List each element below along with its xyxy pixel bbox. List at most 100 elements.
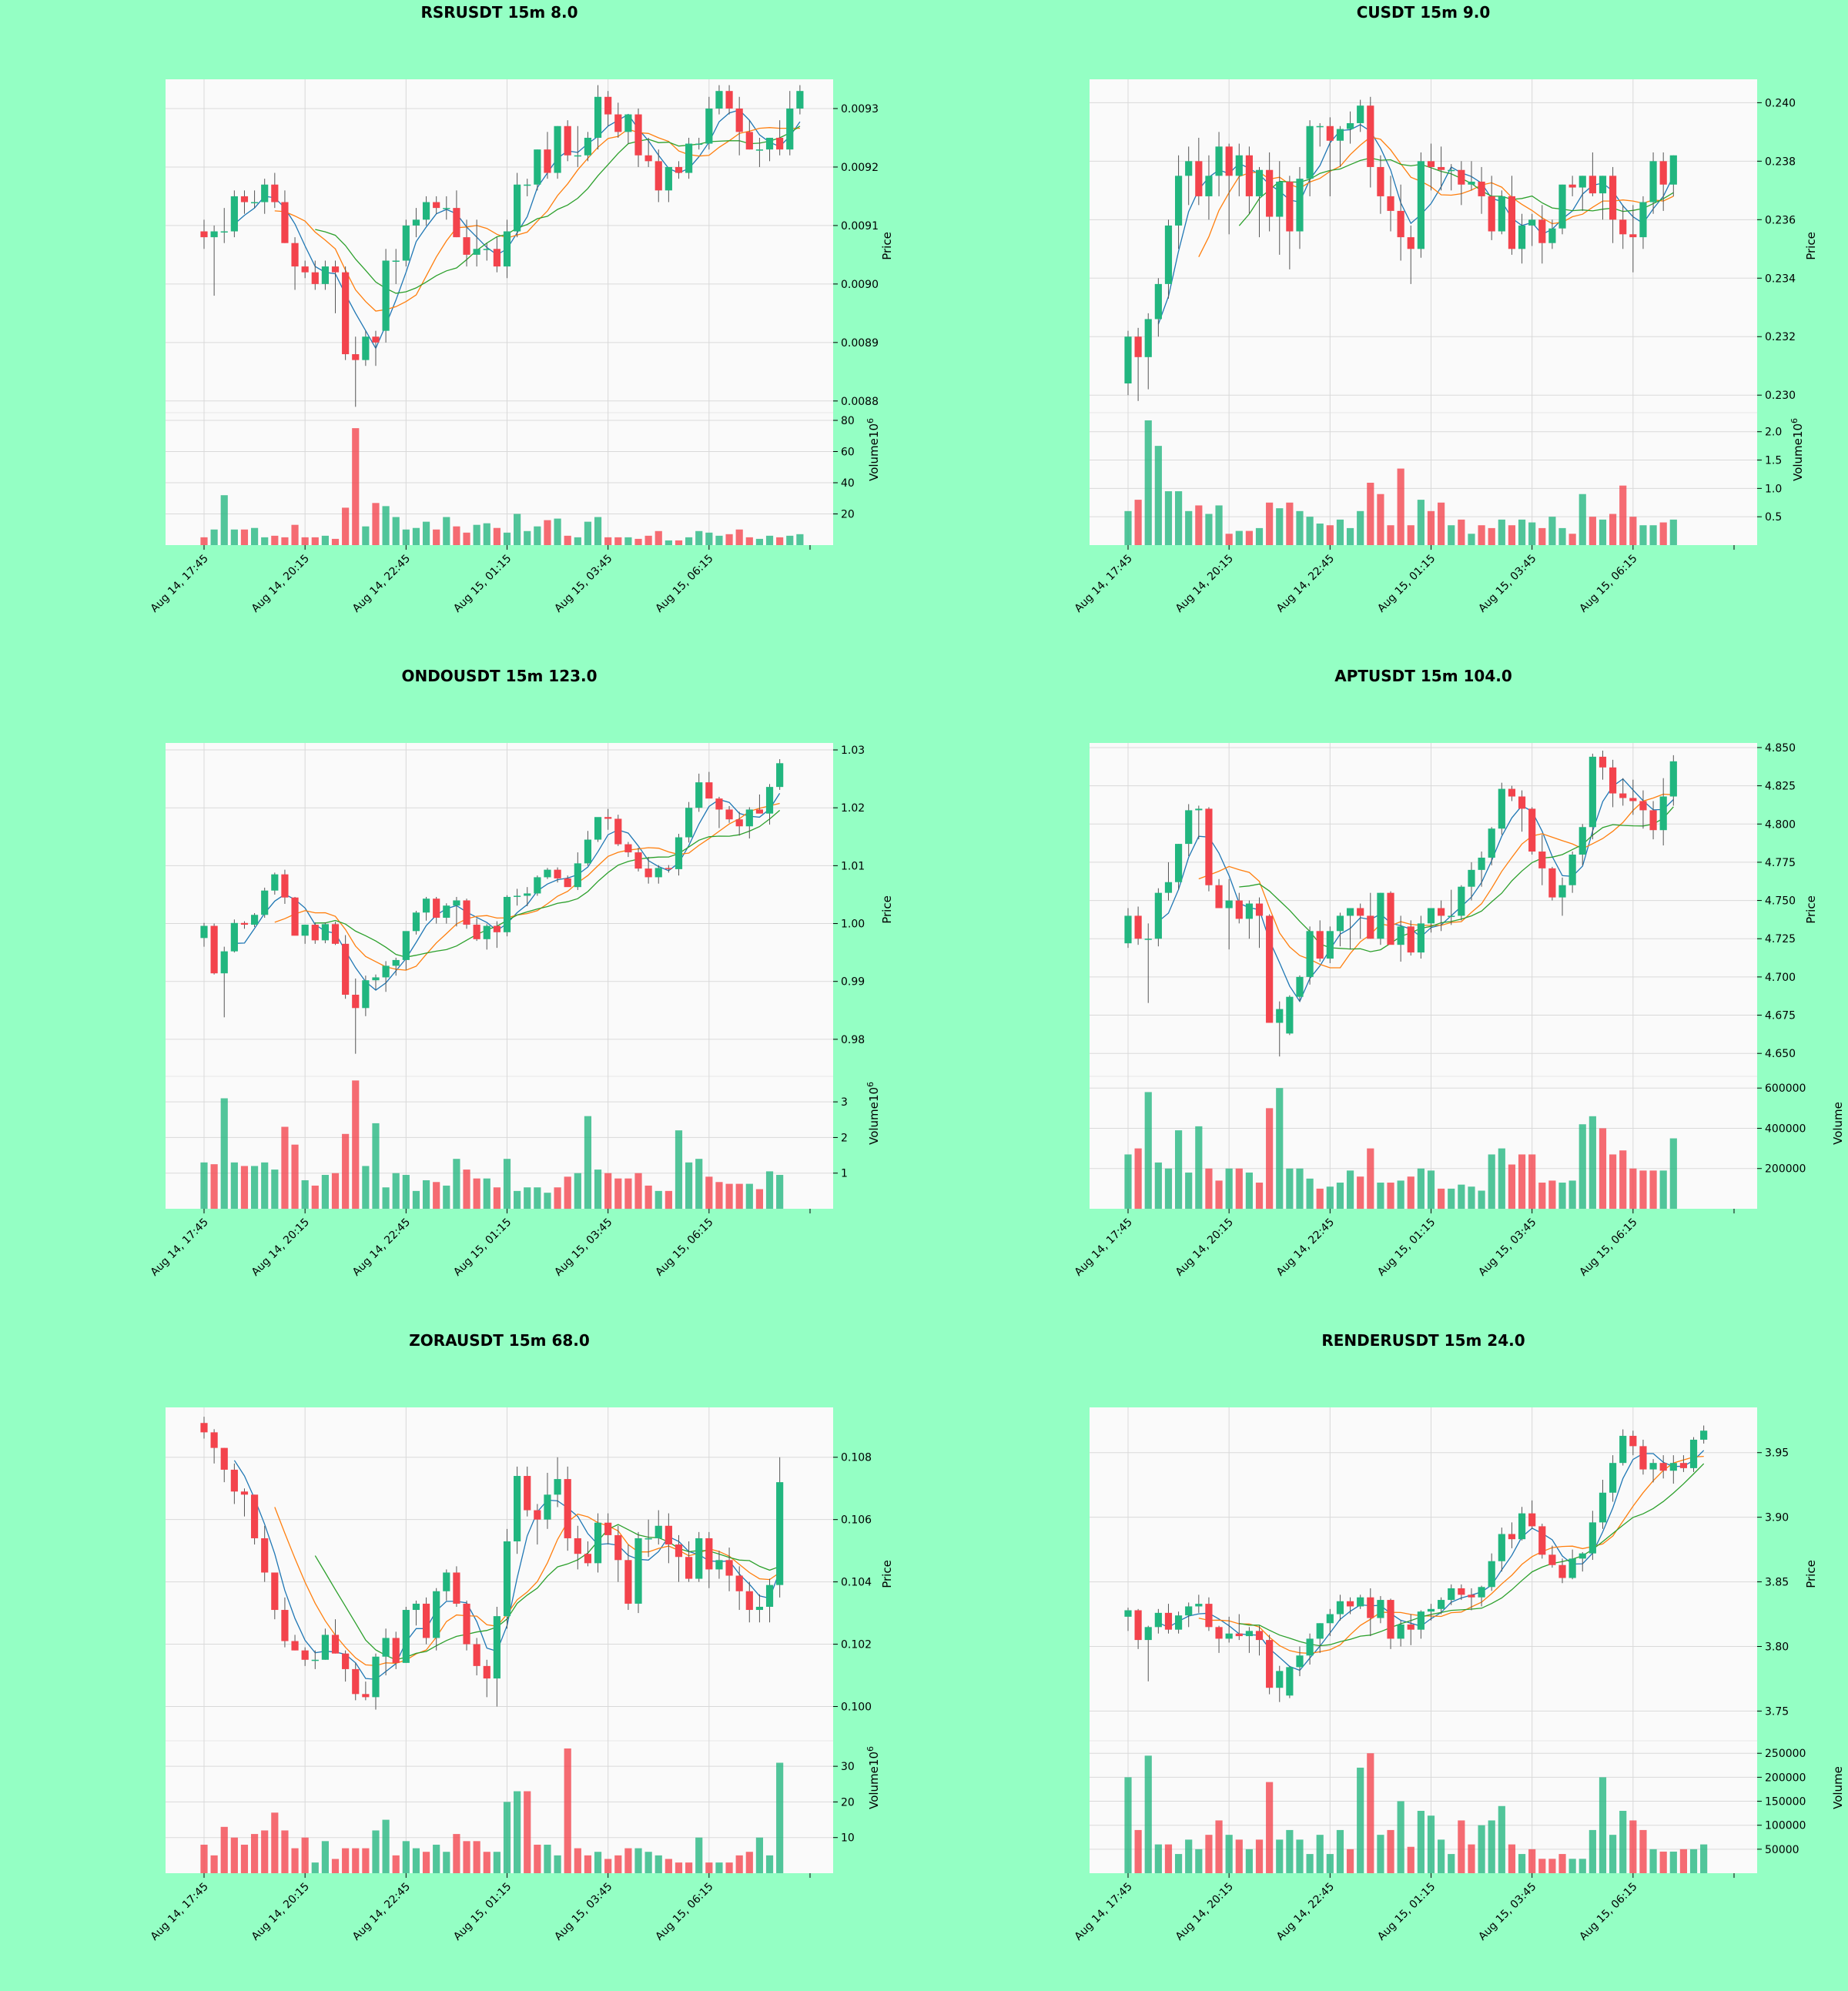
ma-slow-line — [315, 810, 781, 958]
candle-body — [433, 898, 440, 919]
candle-body — [220, 951, 228, 974]
candle-body — [554, 1479, 561, 1495]
volume-bar — [362, 1848, 370, 1873]
x-tick-label: Aug 15, 03:45 — [1476, 1216, 1538, 1279]
candle-body — [1144, 1627, 1152, 1641]
volume-bar — [1144, 420, 1152, 545]
candle-body — [564, 125, 571, 156]
volume-bar — [271, 1812, 279, 1873]
candle-body — [685, 808, 693, 838]
volume-bar — [1659, 1851, 1667, 1873]
candle-body — [1407, 1624, 1414, 1630]
candle-body — [1346, 122, 1354, 129]
volume-bar — [402, 1175, 410, 1209]
candle-body — [1174, 176, 1183, 226]
volume-bar — [1336, 1829, 1344, 1873]
candle-body — [544, 149, 551, 173]
chart-panel-4: ZORAUSDT 15m 68.0 0.100 0.102 0.104 0.106 0.1… — [149, 1331, 894, 1943]
candle-body — [301, 925, 309, 936]
volume-bar — [534, 1844, 541, 1873]
candle-body — [776, 763, 784, 788]
candle-body — [1629, 234, 1637, 238]
candle-body — [210, 925, 218, 974]
candle-body — [715, 1560, 723, 1570]
ma-slow-line — [315, 125, 801, 294]
volume-bar — [1578, 494, 1586, 545]
volume-bar — [483, 1852, 490, 1873]
candle-body — [1306, 125, 1314, 179]
volume-bar — [503, 532, 511, 545]
candle-body — [1266, 1640, 1274, 1688]
volume-bar — [665, 540, 672, 545]
candle-body — [796, 91, 804, 109]
candle-body — [1205, 1604, 1213, 1628]
candle-body — [1377, 892, 1384, 939]
volume-bar — [1498, 1148, 1505, 1209]
volume-bar — [524, 1791, 531, 1873]
candle-body — [422, 202, 430, 220]
volume-bar — [1417, 1811, 1424, 1873]
candle-body — [443, 905, 450, 919]
candle-body — [503, 231, 511, 267]
candle-body — [1578, 827, 1586, 855]
candle-body — [1669, 1463, 1677, 1471]
candle-body — [1276, 1671, 1284, 1688]
candle-body — [604, 817, 612, 819]
candle-body — [624, 1560, 632, 1604]
volume-bar — [1488, 1154, 1495, 1209]
volume-bar — [796, 534, 804, 545]
candle-body — [1528, 1513, 1536, 1527]
volume-tick-label: 60 — [841, 447, 855, 459]
volume-bar — [564, 1176, 571, 1209]
y-tick-label: 1.00 — [841, 919, 865, 931]
volume-axis-label: Volume — [867, 438, 881, 481]
volume-bar — [220, 495, 228, 545]
volume-bar — [695, 530, 703, 545]
volume-bar — [614, 1855, 622, 1873]
candle-body — [1387, 892, 1394, 945]
candle-body — [402, 931, 410, 960]
candle-body — [291, 897, 299, 936]
volume-bar — [1478, 1825, 1485, 1873]
candle-body — [1185, 810, 1193, 845]
candle-body — [250, 1494, 259, 1538]
volume-bar — [1589, 517, 1596, 545]
candle-body — [1367, 1597, 1374, 1618]
candle-body — [1144, 319, 1152, 357]
candle-body — [544, 869, 551, 878]
x-tick-label: Aug 15, 06:15 — [653, 1881, 715, 1943]
volume-bar — [463, 532, 470, 545]
volume-bar — [1649, 1849, 1657, 1873]
candle-body — [311, 272, 319, 284]
volume-bar — [1599, 519, 1607, 545]
x-tick-label: Aug 15, 06:15 — [653, 553, 715, 615]
candle-body — [493, 249, 500, 267]
volume-bar — [544, 520, 551, 545]
candle-body — [1609, 1463, 1617, 1493]
x-tick-label: Aug 15, 03:45 — [552, 1216, 614, 1279]
candle-body — [554, 125, 561, 173]
volume-bar — [1195, 505, 1203, 545]
candle-body — [1266, 169, 1274, 217]
volume-bar — [1438, 502, 1445, 545]
volume-bar — [250, 1166, 259, 1209]
volume-bar — [1468, 1844, 1475, 1873]
chart-panel-1: CUSDT 15m 9.0 0.230 0.232 0.234 0.236 0.238 0.… — [1073, 3, 1818, 615]
volume-bar — [524, 530, 531, 545]
candle-body — [230, 196, 238, 232]
candle-body — [1508, 1534, 1516, 1540]
volume-bar — [1629, 1820, 1637, 1873]
candle-body — [352, 995, 360, 1009]
y-tick-label: 1.01 — [841, 860, 865, 872]
candle-body — [1397, 210, 1404, 238]
candle-body — [735, 108, 743, 132]
candle-body — [524, 893, 531, 896]
x-tick-label: Aug 15, 01:15 — [451, 1881, 514, 1943]
volume-bar — [1367, 1148, 1374, 1209]
volume-bar — [1266, 1108, 1274, 1209]
volume-axis-label: Volume — [1831, 1766, 1845, 1809]
volume-bar — [220, 1098, 228, 1209]
volume-bar — [1286, 1829, 1294, 1873]
candle-body — [1599, 756, 1607, 768]
candle-body — [1468, 1594, 1475, 1598]
